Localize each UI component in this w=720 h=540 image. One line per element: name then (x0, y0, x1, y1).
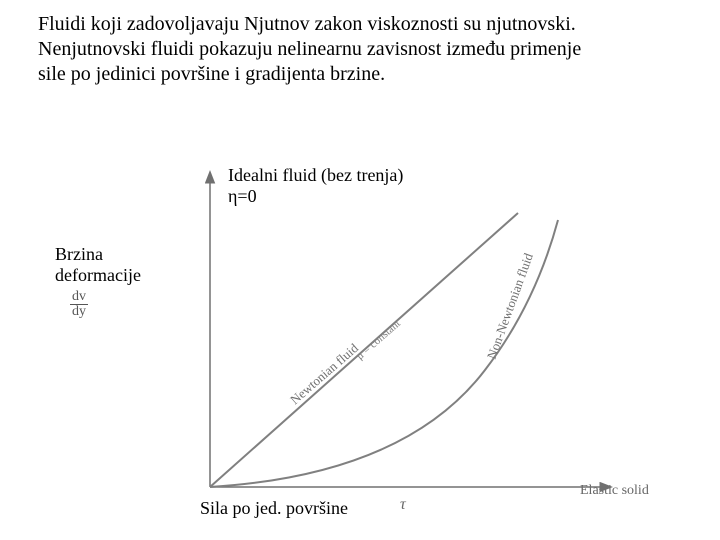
y-axis-label-line1: Brzina (55, 244, 103, 264)
dv-dy-fraction: dv dy (70, 290, 88, 319)
dv-dy-denominator: dy (72, 304, 86, 319)
y-axis-label-line2: deformacije (55, 265, 141, 285)
slide-page: Fluidi koji zadovoljavaju Njutnov zakon … (0, 0, 720, 540)
para-line-2: Nenjutnovski fluidi pokazuju nelinearnu … (38, 38, 581, 60)
y-axis-label: Brzina deformacije (55, 244, 141, 285)
non-newtonian-curve (210, 220, 558, 487)
mu-constant-label: μ = constant (354, 318, 403, 363)
para-line-3: sile po jedinici površine i gradijenta b… (38, 63, 385, 85)
description-paragraph: Fluidi koji zadovoljavaju Njutnov zakon … (38, 12, 688, 87)
para-line-1: Fluidi koji zadovoljavaju Njutnov zakon … (38, 13, 576, 35)
fluid-chart: Newtonian fluid μ = constant Non-Newtoni… (180, 165, 650, 505)
non-newtonian-curve-label: Non-Newtonian fluid (484, 251, 536, 361)
newtonian-curve-label: Newtonian fluid (287, 340, 361, 407)
dv-dy-numerator: dv (70, 290, 88, 305)
